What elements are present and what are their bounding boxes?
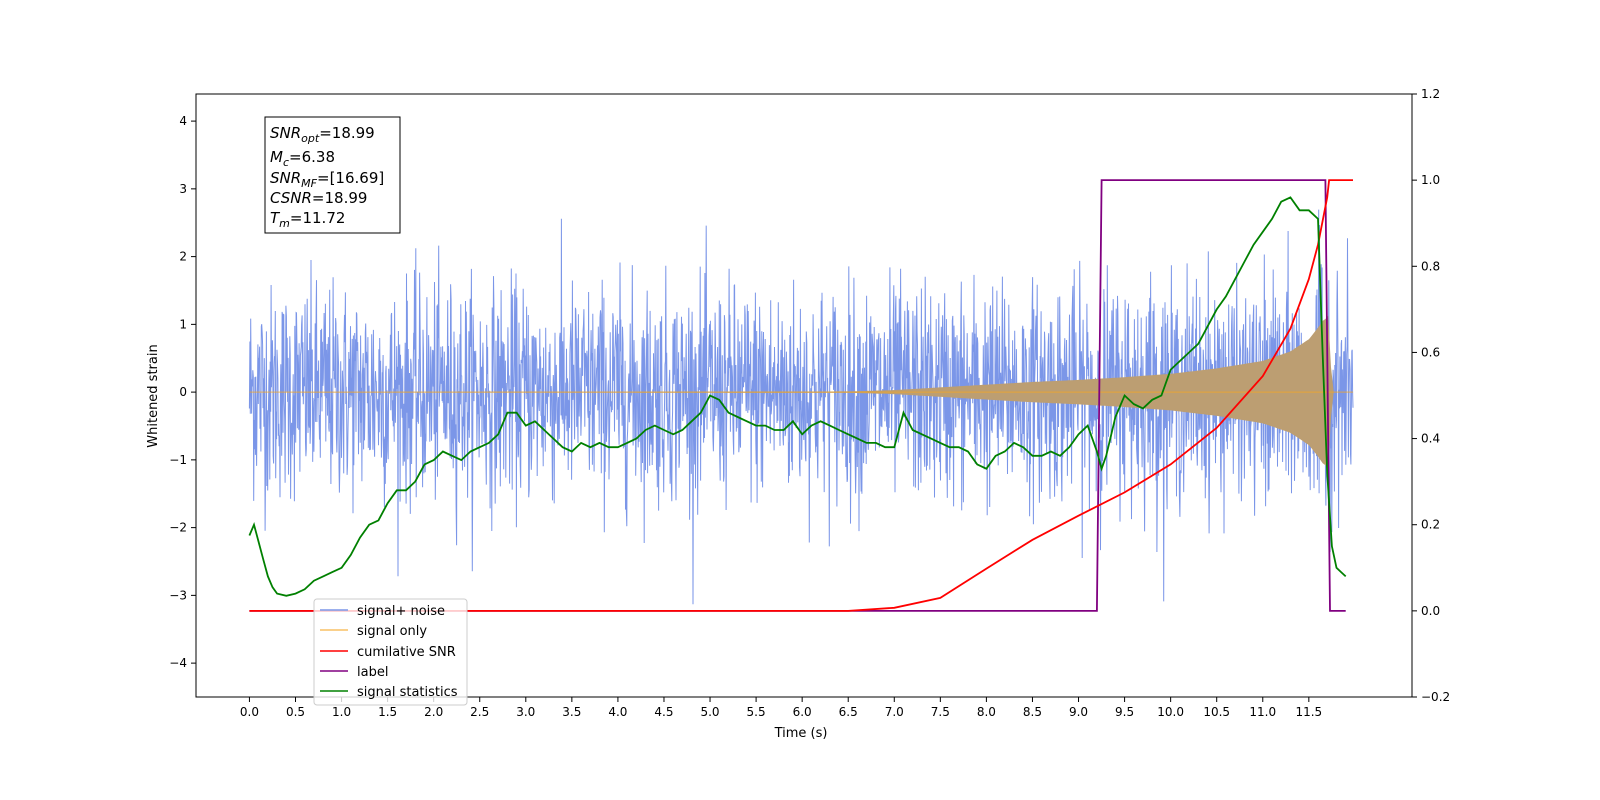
x-tick-label: 6.5 bbox=[839, 705, 858, 719]
signal-statistics-line bbox=[248, 196, 1347, 597]
x-tick-label: 2.5 bbox=[470, 705, 489, 719]
y2-tick-label: −0.2 bbox=[1421, 690, 1450, 704]
snr-mf-text: SNRMF=[16.69] bbox=[270, 169, 384, 190]
x-tick-label: 2.0 bbox=[424, 705, 443, 719]
x-tick-label: 7.0 bbox=[885, 705, 904, 719]
mc-text: Mc=6.38 bbox=[270, 148, 335, 169]
x-tick-label: 3.0 bbox=[516, 705, 535, 719]
y2-tick-label: 1.2 bbox=[1421, 87, 1440, 101]
legend-label-signal-statistics: signal statistics bbox=[357, 685, 458, 700]
x-tick-label: 5.0 bbox=[700, 705, 719, 719]
label-line bbox=[249, 179, 1346, 612]
legend-label-cumulative-snr: cumilative SNR bbox=[357, 645, 456, 660]
x-tick-label: 5.5 bbox=[747, 705, 766, 719]
x-tick-label: 9.5 bbox=[1115, 705, 1134, 719]
x-tick-label: 9.0 bbox=[1069, 705, 1088, 719]
y2-tick-label: 0.0 bbox=[1421, 604, 1440, 618]
legend-label-signal-noise: signal+ noise bbox=[357, 604, 445, 619]
x-tick-label: 8.0 bbox=[977, 705, 996, 719]
y2-axis-ticks: 1.2 1.0 0.8 0.6 0.4 0.2 0.0 −0.2 bbox=[1412, 87, 1450, 704]
x-tick-label: 4.5 bbox=[654, 705, 673, 719]
y-tick-label: −2 bbox=[169, 521, 187, 535]
legend-frame bbox=[313, 598, 468, 706]
y-tick-label: −3 bbox=[169, 588, 187, 602]
signal-only-series bbox=[249, 315, 1354, 469]
y-tick-label: 1 bbox=[179, 317, 187, 331]
info-box-frame bbox=[264, 116, 401, 234]
x-tick-label: 4.0 bbox=[608, 705, 627, 719]
plot-frame bbox=[195, 93, 1413, 698]
x-tick-label: 10.0 bbox=[1157, 705, 1184, 719]
y-axis-label: Whitened strain bbox=[146, 344, 161, 447]
x-axis-ticks: 0.0 0.5 1.0 1.5 2.0 2.5 3.0 3.5 4.0 4.5 5.0 5.5 6.0 6… bbox=[240, 697, 1322, 719]
x-tick-label: 1.5 bbox=[378, 705, 397, 719]
tm-text: Tm=11.72 bbox=[270, 209, 345, 230]
x-tick-label: 7.5 bbox=[931, 705, 950, 719]
y-tick-label: 4 bbox=[179, 114, 187, 128]
snr-opt-text: SNRopt=18.99 bbox=[270, 124, 375, 145]
y2-tick-label: 0.8 bbox=[1421, 259, 1440, 273]
legend-label-signal-only: signal only bbox=[357, 624, 427, 639]
x-tick-label: 0.0 bbox=[240, 705, 259, 719]
y2-tick-label: 0.4 bbox=[1421, 432, 1440, 446]
x-tick-label: 8.5 bbox=[1023, 705, 1042, 719]
y-tick-label: −4 bbox=[169, 656, 187, 670]
y-tick-label: 0 bbox=[179, 385, 187, 399]
info-box: SNRopt=18.99 Mc=6.38 SNRMF=[16.69] CSNR=… bbox=[264, 116, 401, 234]
x-tick-label: 3.5 bbox=[562, 705, 581, 719]
y-tick-label: 2 bbox=[179, 250, 187, 264]
legend-label-label: label bbox=[357, 665, 388, 680]
y-tick-label: −1 bbox=[169, 453, 187, 467]
x-tick-label: 11.0 bbox=[1249, 705, 1276, 719]
y2-tick-label: 1.0 bbox=[1421, 173, 1440, 187]
x-axis-label: Time (s) bbox=[774, 726, 828, 741]
x-tick-label: 1.0 bbox=[332, 705, 351, 719]
y2-tick-label: 0.2 bbox=[1421, 518, 1440, 532]
x-tick-label: 11.5 bbox=[1295, 705, 1322, 719]
y2-tick-label: 0.6 bbox=[1421, 345, 1440, 359]
cumulative-snr-line bbox=[249, 179, 1353, 612]
x-tick-label: 10.5 bbox=[1203, 705, 1230, 719]
y-tick-label: 3 bbox=[179, 182, 187, 196]
csnr-text: CSNR=18.99 bbox=[270, 189, 367, 207]
x-tick-label: 6.0 bbox=[793, 705, 812, 719]
x-tick-label: 0.5 bbox=[286, 705, 305, 719]
y-axis-ticks: 4 3 2 1 0 −1 −2 −3 −4 bbox=[169, 114, 196, 670]
legend: signal+ noise signal only cumilative SNR… bbox=[313, 598, 468, 706]
